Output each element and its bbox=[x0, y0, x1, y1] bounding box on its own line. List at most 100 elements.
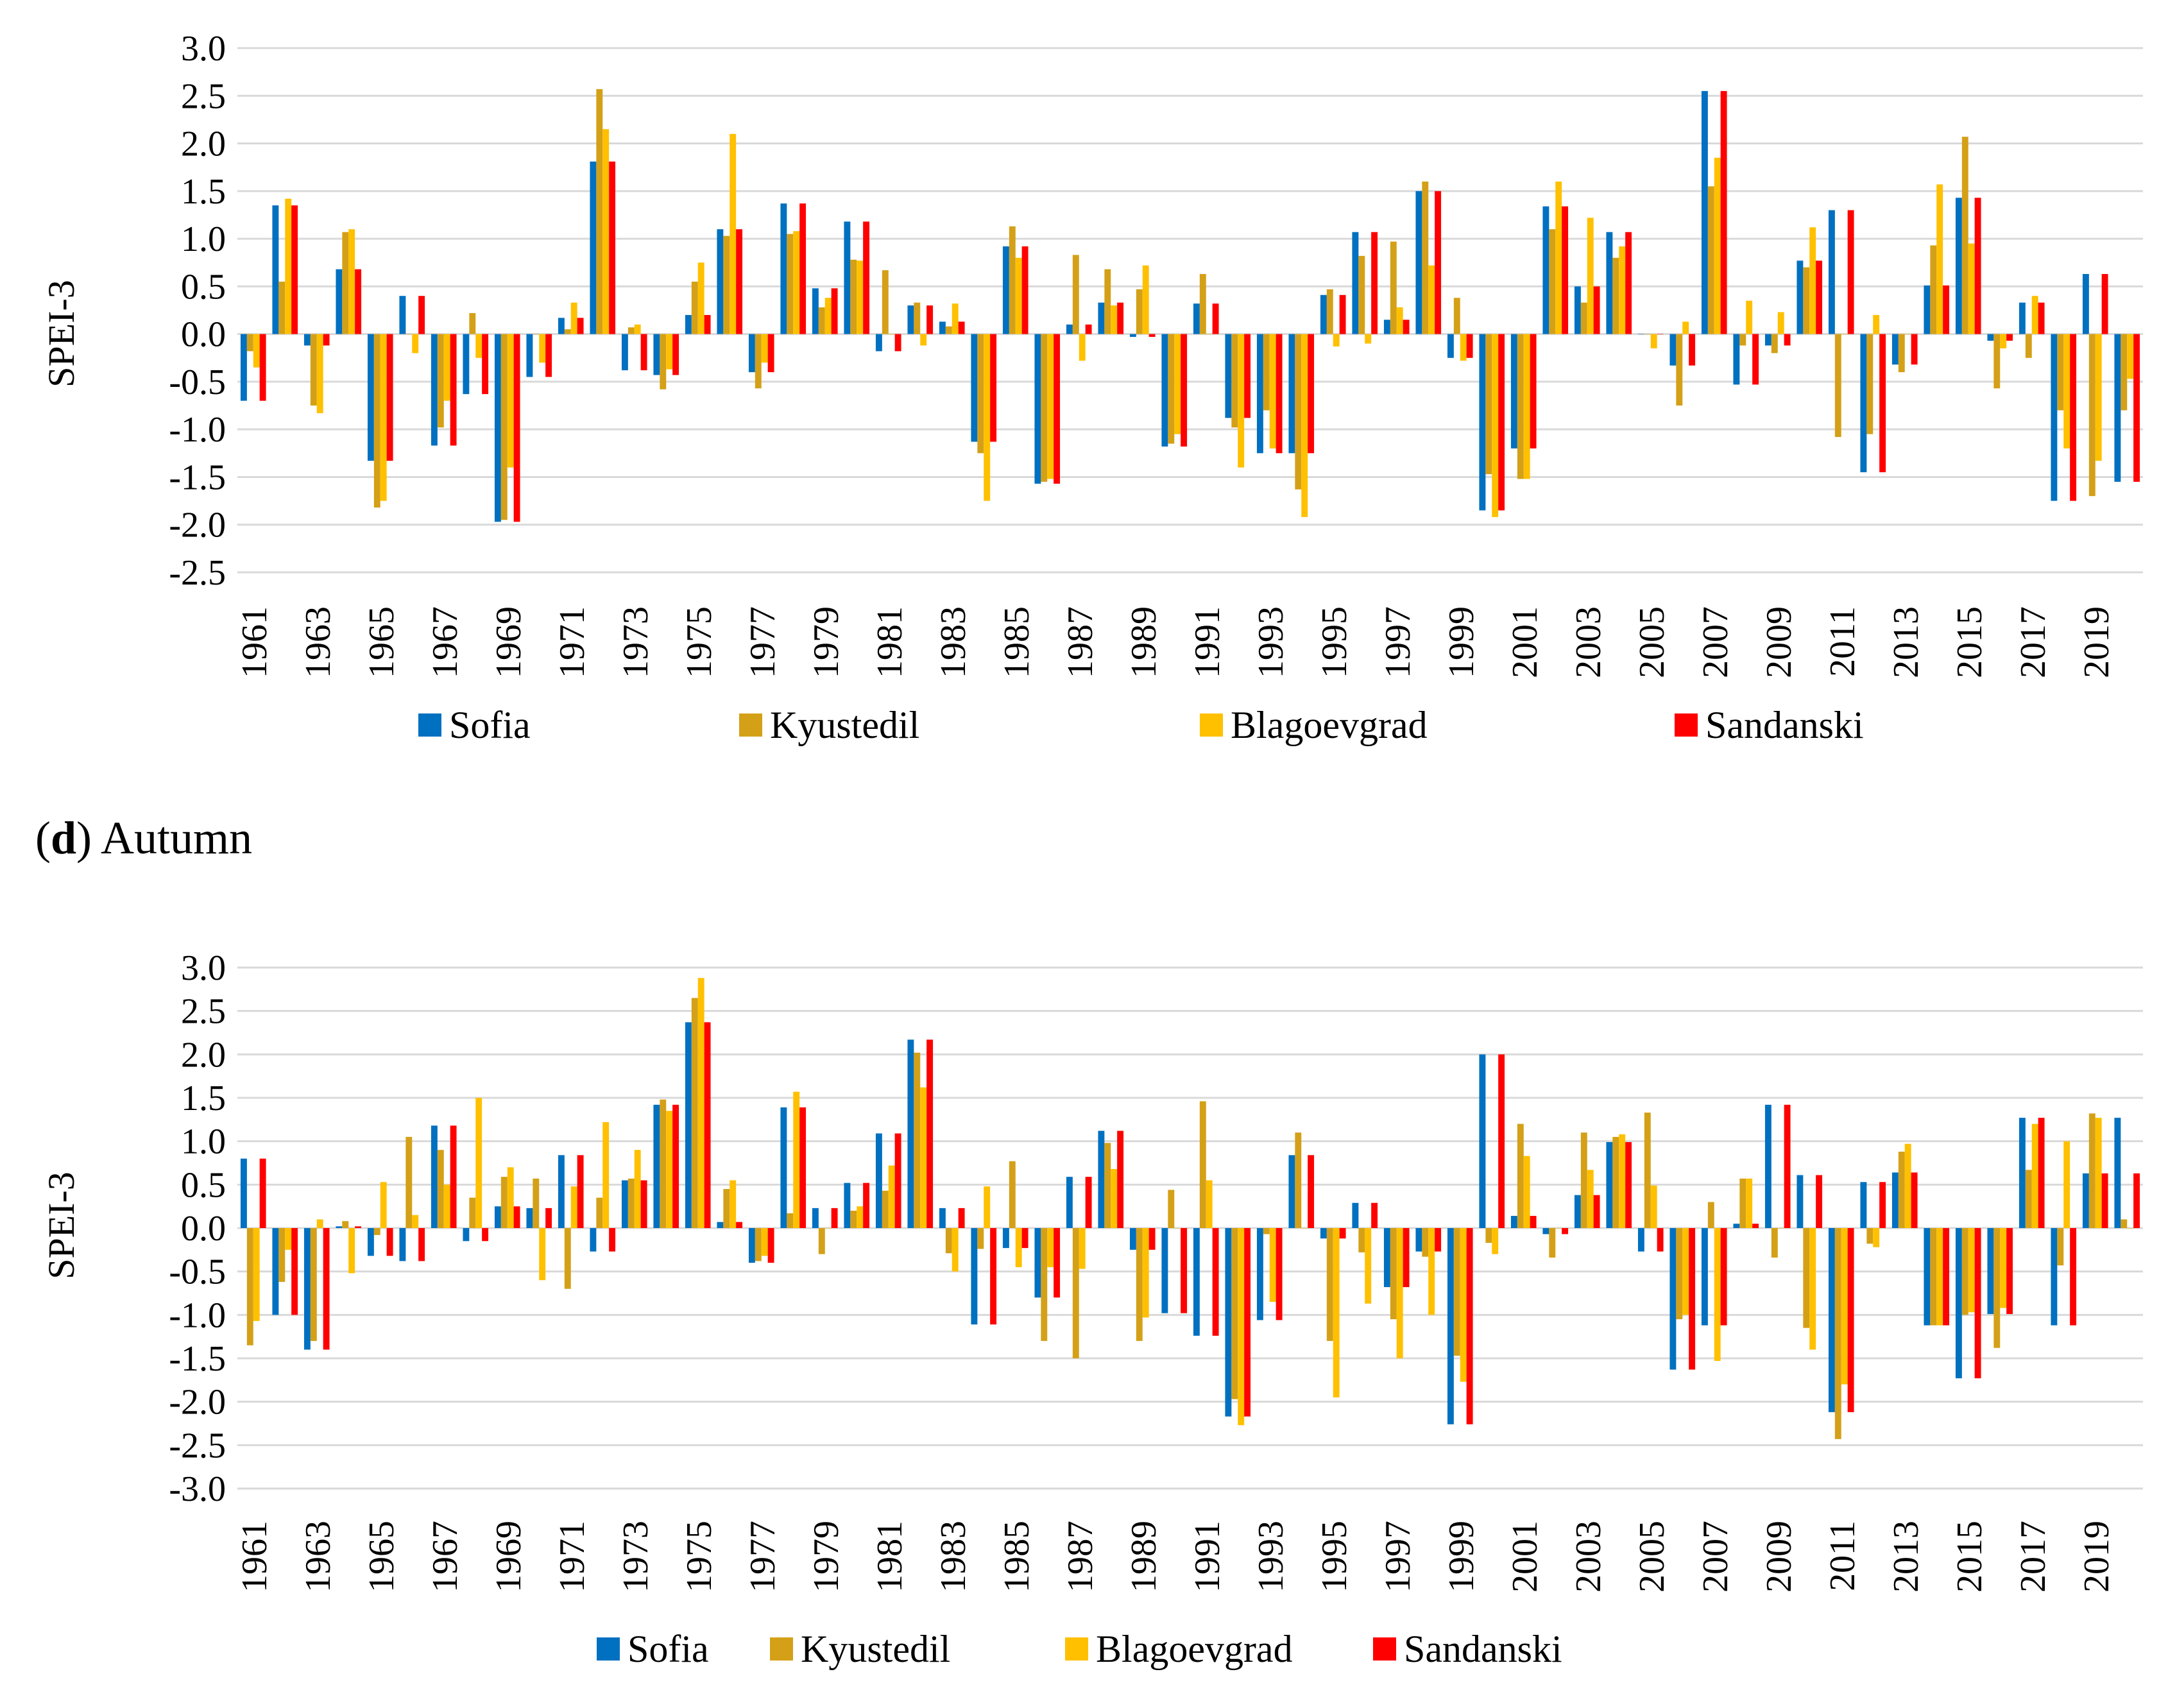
bar-blagoevgrad-2013 bbox=[1904, 1143, 1911, 1228]
bar-sandanski-2009 bbox=[1784, 334, 1791, 346]
bar-sofia-2020 bbox=[2114, 334, 2121, 482]
x-tick-label: 2011 bbox=[1823, 606, 1863, 677]
bar-sofia-1975 bbox=[685, 1022, 692, 1228]
y-tick-label: 1.0 bbox=[181, 219, 226, 259]
legend-label-kyustedil: Kyustedil bbox=[770, 704, 919, 746]
bar-sofia-2014 bbox=[1924, 1228, 1931, 1326]
bar-blagoevgrad-1970 bbox=[539, 1228, 546, 1281]
x-tick-label: 1989 bbox=[1124, 1521, 1164, 1593]
bar-sofia-1978 bbox=[780, 203, 787, 334]
y-tick-label: -2.5 bbox=[169, 1426, 226, 1465]
bar-blagoevgrad-1963 bbox=[316, 334, 323, 413]
bar-sandanski-2010 bbox=[1816, 1175, 1823, 1228]
bar-blagoevgrad-1961 bbox=[253, 334, 260, 368]
bar-kyustedil-1979 bbox=[818, 307, 825, 334]
bar-kyustedil-2014 bbox=[1930, 1228, 1937, 1326]
bar-sandanski-1964 bbox=[355, 269, 362, 334]
bar-kyustedil-1998 bbox=[1422, 181, 1429, 334]
bar-kyustedil-1982 bbox=[914, 1052, 921, 1228]
x-tick-label: 2003 bbox=[1569, 606, 1609, 678]
bar-kyustedil-2007 bbox=[1707, 1202, 1714, 1228]
x-tick-label: 1973 bbox=[616, 606, 656, 678]
bar-sandanski-2002 bbox=[1562, 206, 1569, 334]
bar-sandanski-1979 bbox=[831, 288, 838, 334]
bar-sandanski-2020 bbox=[2133, 1173, 2140, 1228]
bar-kyustedil-1988 bbox=[1104, 269, 1111, 334]
bar-sandanski-1978 bbox=[799, 1107, 807, 1228]
bar-sofia-1985 bbox=[1002, 246, 1009, 334]
bar-sofia-2012 bbox=[1860, 1182, 1867, 1228]
bar-sofia-1968 bbox=[463, 334, 470, 395]
x-tick-label: 2017 bbox=[2013, 606, 2053, 678]
bar-sandanski-1975 bbox=[704, 1022, 711, 1228]
bar-kyustedil-1985 bbox=[1009, 226, 1016, 334]
bar-blagoevgrad-1979 bbox=[824, 1228, 832, 1229]
x-tick-label: 2003 bbox=[1569, 1521, 1609, 1593]
bar-sofia-2014 bbox=[1924, 285, 1931, 334]
bar-sandanski-1989 bbox=[1148, 334, 1156, 337]
bar-sandanski-2016 bbox=[2006, 1228, 2013, 1314]
x-tick-label: 1967 bbox=[425, 1521, 465, 1593]
bar-kyustedil-2010 bbox=[1803, 1228, 1810, 1328]
bar-blagoevgrad-1964 bbox=[348, 229, 355, 334]
bar-sofia-1993 bbox=[1256, 334, 1263, 454]
bar-blagoevgrad-2011 bbox=[1841, 1228, 1848, 1385]
bar-kyustedil-2009 bbox=[1771, 334, 1778, 354]
bar-kyustedil-1973 bbox=[627, 327, 635, 334]
x-tick-label: 1973 bbox=[616, 1521, 656, 1593]
bar-sofia-1981 bbox=[875, 1133, 882, 1228]
bar-kyustedil-1982 bbox=[914, 302, 921, 334]
bar-sofia-1969 bbox=[494, 334, 501, 522]
bar-kyustedil-1981 bbox=[882, 1190, 889, 1228]
bar-sofia-1977 bbox=[748, 334, 755, 373]
bar-blagoevgrad-2017 bbox=[2031, 296, 2038, 334]
bar-kyustedil-2003 bbox=[1580, 302, 1587, 334]
bar-blagoevgrad-1965 bbox=[380, 334, 387, 501]
bar-kyustedil-2000 bbox=[1485, 1228, 1492, 1243]
bar-blagoevgrad-1981 bbox=[888, 334, 895, 335]
bar-sandanski-2017 bbox=[2038, 302, 2045, 334]
bar-kyustedil-2009 bbox=[1771, 1228, 1778, 1258]
bar-sandanski-1966 bbox=[418, 296, 425, 334]
bar-kyustedil-2017 bbox=[2025, 1170, 2032, 1228]
bar-kyustedil-1971 bbox=[564, 329, 571, 334]
x-tick-label: 1993 bbox=[1251, 1521, 1291, 1593]
bar-sandanski-1992 bbox=[1244, 1228, 1251, 1417]
x-tick-label: 1995 bbox=[1315, 1521, 1354, 1593]
bar-sofia-1970 bbox=[526, 334, 533, 377]
bar-kyustedil-2007 bbox=[1707, 186, 1714, 334]
bar-sofia-2003 bbox=[1574, 286, 1581, 334]
bar-kyustedil-2016 bbox=[1993, 1228, 2001, 1348]
bar-blagoevgrad-1975 bbox=[697, 978, 704, 1228]
bar-sandanski-2017 bbox=[2038, 1118, 2045, 1228]
bar-blagoevgrad-1996 bbox=[1365, 334, 1372, 344]
bar-kyustedil-1992 bbox=[1231, 1228, 1238, 1399]
bar-sandanski-2006 bbox=[1689, 1228, 1696, 1370]
x-tick-label: 1981 bbox=[870, 606, 910, 678]
bar-sofia-2009 bbox=[1764, 1104, 1771, 1228]
bar-blagoevgrad-2002 bbox=[1555, 1228, 1562, 1229]
bar-sandanski-1984 bbox=[990, 334, 997, 442]
bar-kyustedil-2004 bbox=[1612, 257, 1619, 334]
bar-kyustedil-2014 bbox=[1930, 245, 1937, 334]
bar-sofia-1979 bbox=[812, 1208, 819, 1228]
bar-sandanski-2006 bbox=[1689, 334, 1696, 366]
bar-sandanski-1989 bbox=[1148, 1228, 1156, 1250]
bar-sandanski-1974 bbox=[672, 1104, 679, 1228]
bar-kyustedil-1995 bbox=[1326, 1228, 1333, 1341]
bar-sofia-2002 bbox=[1542, 1228, 1549, 1234]
bar-blagoevgrad-2005 bbox=[1650, 1185, 1657, 1228]
bar-kyustedil-1996 bbox=[1358, 1228, 1365, 1252]
bar-sandanski-1982 bbox=[926, 1039, 934, 1228]
bar-kyustedil-1995 bbox=[1326, 289, 1333, 334]
bar-blagoevgrad-1971 bbox=[570, 1186, 577, 1228]
bar-sandanski-1971 bbox=[577, 1155, 584, 1228]
bar-sandanski-1997 bbox=[1403, 320, 1410, 334]
bar-sandanski-1993 bbox=[1276, 334, 1283, 454]
bar-sofia-2018 bbox=[2051, 1228, 2058, 1326]
bar-blagoevgrad-1985 bbox=[1015, 1228, 1022, 1267]
bar-kyustedil-2008 bbox=[1739, 1178, 1746, 1228]
bar-blagoevgrad-2006 bbox=[1682, 321, 1689, 334]
bar-sandanski-2007 bbox=[1720, 1228, 1727, 1326]
chart-autumn: 3.02.52.0 1.5 1.00.50.0-0.5-1.0-1.5 -2.0 -2.… bbox=[40, 948, 2143, 1670]
